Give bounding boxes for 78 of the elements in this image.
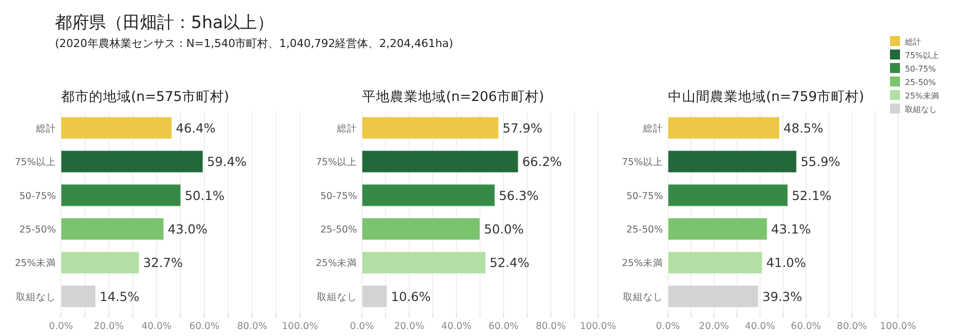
y-tick-label: 総計 xyxy=(642,122,663,134)
x-tick-label: 80.0% xyxy=(237,321,268,332)
data-label: 66.2% xyxy=(522,154,562,170)
bar xyxy=(60,150,204,174)
bar xyxy=(60,284,96,308)
x-tick-label: 20.0% xyxy=(94,321,124,332)
x-tick-label: 20.0% xyxy=(394,321,424,332)
y-tick-label: 75%以上 xyxy=(622,156,663,168)
y-tick-label: 総計 xyxy=(336,122,357,134)
x-tick-label: 40.0% xyxy=(142,321,172,332)
bar xyxy=(362,284,388,308)
x-tick-label: 100.0% xyxy=(880,321,916,332)
x-tick-label: 100.0% xyxy=(282,321,318,332)
x-tick-label: 80.0% xyxy=(836,321,868,332)
bar xyxy=(362,251,486,274)
text: 都府県（田畑計：5ha以上） xyxy=(55,13,274,33)
chart-title: 平地農業地域(n=206市町村) xyxy=(362,89,544,105)
y-tick-label: 25%未満 xyxy=(316,257,357,270)
data-label: 59.4% xyxy=(206,154,247,170)
chart-title: 中山間農業地域(n=759市町村) xyxy=(668,89,864,105)
x-tick-label: 100.0% xyxy=(580,321,616,332)
y-tick-label: 75%以上 xyxy=(14,156,56,168)
y-tick-label: 25%未満 xyxy=(14,257,56,270)
y-tick-label: 25-50% xyxy=(19,224,56,236)
bar xyxy=(668,217,768,240)
y-tick-label: 50-75% xyxy=(320,190,357,202)
data-label: 39.3% xyxy=(762,288,802,304)
data-label: 41.0% xyxy=(766,255,806,270)
y-tick-label: 取組なし xyxy=(317,292,357,303)
data-label: 52.4% xyxy=(490,255,530,270)
y-tick-label: 取組なし xyxy=(623,292,663,303)
bar xyxy=(362,116,500,140)
bar xyxy=(668,184,788,207)
y-tick-label: 50-75% xyxy=(19,190,56,202)
data-label: 43.1% xyxy=(771,221,811,236)
data-label: 56.3% xyxy=(498,188,539,203)
data-label: 14.5% xyxy=(100,288,140,304)
data-label: 50.0% xyxy=(484,221,524,236)
bar xyxy=(60,116,172,140)
x-tick-label: 60.0% xyxy=(488,321,519,332)
y-tick-label: 25-50% xyxy=(626,224,663,236)
data-label: 57.9% xyxy=(502,120,542,136)
x-tick-label: 60.0% xyxy=(790,321,822,332)
x-tick-label: 0.0% xyxy=(350,321,374,332)
bar xyxy=(60,184,182,207)
x-tick-label: 0.0% xyxy=(656,321,680,332)
data-label: 52.1% xyxy=(792,188,832,203)
data-label: 46.4% xyxy=(176,120,216,136)
x-tick-label: 80.0% xyxy=(536,321,566,332)
x-tick-label: 20.0% xyxy=(698,321,730,332)
data-label: 50.1% xyxy=(184,188,225,203)
y-tick-label: 75%以上 xyxy=(316,156,357,168)
x-tick-label: 40.0% xyxy=(744,321,776,332)
chart-title: 都市的地域(n=575市町村) xyxy=(61,89,230,105)
y-tick-label: 総計 xyxy=(35,122,56,134)
bar xyxy=(60,251,140,274)
text: (2020年農林業センサス：N=1,540市町村、1,040,792経営体、2,204,461ha) xyxy=(55,37,454,50)
bar xyxy=(362,184,496,207)
y-tick-label: 25%未満 xyxy=(622,257,663,270)
data-label: 10.6% xyxy=(391,288,431,304)
x-tick-label: 0.0% xyxy=(48,321,74,332)
y-tick-label: 50-75% xyxy=(626,190,663,202)
bar xyxy=(668,116,780,140)
bar xyxy=(668,251,763,274)
y-tick-label: 25-50% xyxy=(320,224,357,236)
bar xyxy=(60,217,164,240)
x-tick-label: 40.0% xyxy=(441,321,472,332)
x-tick-label: 60.0% xyxy=(189,321,220,332)
bar xyxy=(362,217,480,240)
data-label: 32.7% xyxy=(143,255,183,270)
y-tick-label: 取組なし xyxy=(16,292,56,303)
bar xyxy=(362,150,519,174)
data-label: 43.0% xyxy=(168,221,208,236)
data-label: 55.9% xyxy=(800,154,840,170)
category-colour-key: 総計 75%以上 50-75% 25-50% 25%未満 取組なし xyxy=(890,36,939,114)
data-label: 48.5% xyxy=(784,120,824,136)
bar xyxy=(668,284,759,308)
bar xyxy=(668,150,798,174)
